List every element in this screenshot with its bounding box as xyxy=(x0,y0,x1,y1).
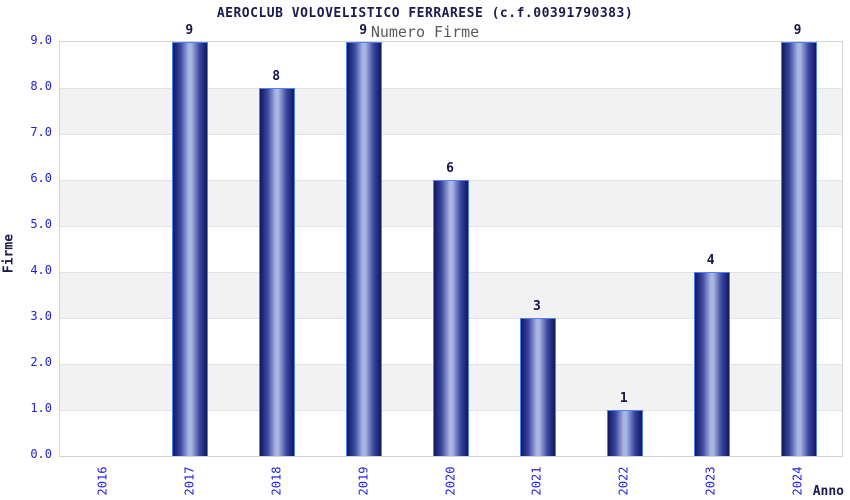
x-tick-label: 2022 xyxy=(616,466,631,496)
y-tick-label: 0.0 xyxy=(30,447,52,461)
bar-value-label: 4 xyxy=(706,253,715,268)
bar-2020 xyxy=(433,180,469,456)
bar-value-label: 6 xyxy=(446,161,454,176)
gridline xyxy=(60,134,842,135)
bar-2023 xyxy=(693,272,730,456)
gridline xyxy=(60,88,842,89)
y-tick-label: 3.0 xyxy=(30,309,52,323)
bar-2019 xyxy=(346,42,383,456)
x-axis-label: Anno xyxy=(812,484,844,499)
y-tick-label: 8.0 xyxy=(30,79,52,93)
bar-2018 xyxy=(259,88,296,456)
bar-value-label: 9 xyxy=(359,23,368,38)
y-tick-label: 4.0 xyxy=(30,263,52,277)
x-tick-label: 2018 xyxy=(269,466,284,496)
chart-subtitle: Numero Firme xyxy=(370,23,480,41)
bar-2017 xyxy=(172,42,209,456)
chart-title: AEROCLUB VOLOVELISTICO FERRARESE (c.f.00… xyxy=(216,6,634,21)
bar-value-label: 9 xyxy=(793,23,802,38)
x-tick-label: 2020 xyxy=(443,466,457,496)
x-tick-label: 2017 xyxy=(182,466,197,496)
bar-2024 xyxy=(780,42,817,456)
x-tick-label: 2021 xyxy=(529,466,544,496)
y-tick-label: 1.0 xyxy=(30,401,52,415)
bar-value-label: 3 xyxy=(532,299,541,314)
bar-value-label: 8 xyxy=(272,69,281,84)
y-tick-label: 9.0 xyxy=(30,33,52,47)
y-tick-label: 6.0 xyxy=(30,171,52,185)
x-tick-label: 2016 xyxy=(95,466,110,496)
bar-2022 xyxy=(606,410,643,456)
x-tick-label: 2019 xyxy=(356,466,371,496)
y-tick-label: 7.0 xyxy=(30,125,52,139)
x-tick-label: 2023 xyxy=(703,466,718,496)
plot-area xyxy=(59,41,843,457)
bar-value-label: 9 xyxy=(185,23,194,38)
bar-2021 xyxy=(519,318,556,456)
y-tick-label: 5.0 xyxy=(30,217,52,231)
y-tick-label: 2.0 xyxy=(30,355,52,369)
bar-value-label: 1 xyxy=(619,391,628,406)
